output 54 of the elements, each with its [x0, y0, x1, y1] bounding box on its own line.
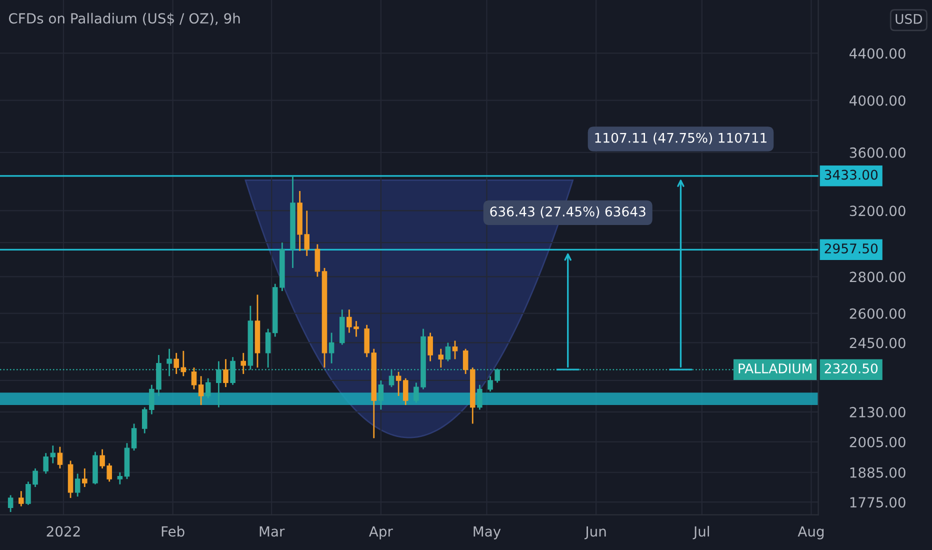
y-tick-label: 4000.00: [850, 95, 906, 106]
candlestick: [43, 452, 48, 474]
candlestick: [314, 244, 320, 278]
candlestick: [223, 358, 228, 388]
candlestick: [198, 375, 204, 406]
x-tick-label: 2022: [46, 526, 80, 537]
ref-line-label: 2320.50: [824, 363, 878, 374]
candlestick: [131, 423, 137, 452]
candlestick: [240, 352, 246, 375]
candlestick: [378, 380, 384, 410]
y-tick-label: 2450.00: [850, 338, 906, 348]
candlestick: [191, 366, 197, 390]
y-tick-label: 1885.00: [850, 467, 906, 478]
candlestick: [462, 348, 468, 375]
text: USD: [896, 14, 922, 24]
candlestick: [174, 352, 179, 375]
annotation: PALLADIUM: [738, 364, 812, 374]
x-tick-label: Apr: [369, 526, 393, 540]
candlestick: [396, 371, 402, 397]
candlestick: [477, 384, 482, 410]
candlestick: [445, 342, 451, 362]
x-tick-label: Aug: [798, 526, 824, 540]
x-tick-label: May: [474, 526, 501, 540]
y-tick-label: 2600.00: [850, 308, 906, 319]
candlestick: [57, 446, 63, 470]
y-tick-label: 1775.00: [850, 497, 906, 508]
candlestick: [74, 472, 80, 498]
ref-line-label: 2957.50: [824, 244, 878, 254]
x-tick-label: Jul: [692, 526, 709, 540]
candlestick: [8, 494, 14, 513]
candlestick: [438, 348, 444, 368]
candlestick: [452, 340, 458, 360]
text: CFDs on Palladium (US$ / OZ), 9h: [8, 12, 240, 26]
y-tick-label: 2005.00: [850, 436, 906, 448]
annotation: 1107.11 (47.75%) 110711: [595, 132, 766, 144]
candlestick: [117, 472, 123, 486]
annotation: 636.43 (27.45%) 63643: [490, 206, 646, 218]
y-tick-label: 4400.00: [850, 48, 906, 59]
candlestick: [402, 378, 408, 406]
ref-line-label: 3433.00: [824, 170, 878, 180]
candlestick: [50, 444, 56, 464]
y-tick-label: 2800.00: [850, 272, 906, 282]
candlestick: [205, 378, 211, 399]
candlestick: [328, 332, 334, 364]
candlestick: [180, 350, 186, 377]
x-tick-label: Mar: [260, 526, 285, 537]
y-tick-label: 3200.00: [850, 206, 906, 216]
candlestick: [428, 332, 433, 362]
x-tick-label: Feb: [162, 526, 184, 537]
x-tick-label: Jun: [584, 526, 606, 540]
y-tick-label: 3600.00: [850, 147, 906, 158]
candlestick: [82, 468, 88, 488]
y-tick-label: 2130.00: [850, 406, 906, 418]
candlestick: [18, 490, 24, 507]
